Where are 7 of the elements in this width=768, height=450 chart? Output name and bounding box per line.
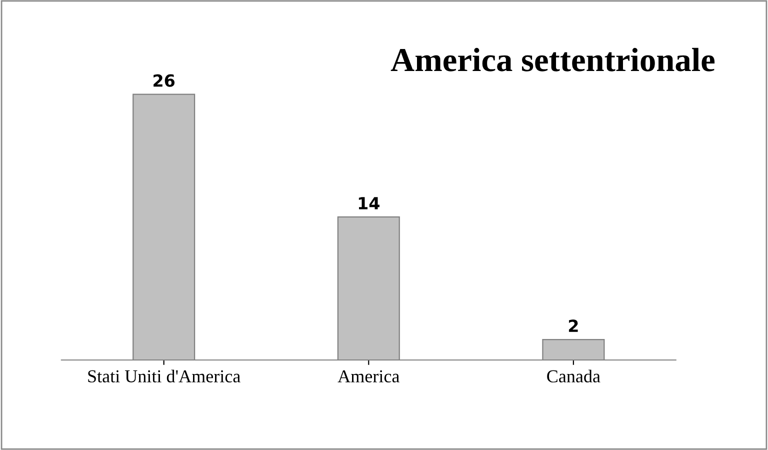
x-tick-label: Canada [547,370,600,382]
data-label: 26 [154,74,175,87]
data-label: 2 [568,320,578,332]
data-label: 14 [358,197,380,210]
chart-title: America settentrionale [390,48,715,72]
x-tick-label: America [338,370,400,382]
x-tick-label: Stati Uniti d'America [88,370,240,382]
